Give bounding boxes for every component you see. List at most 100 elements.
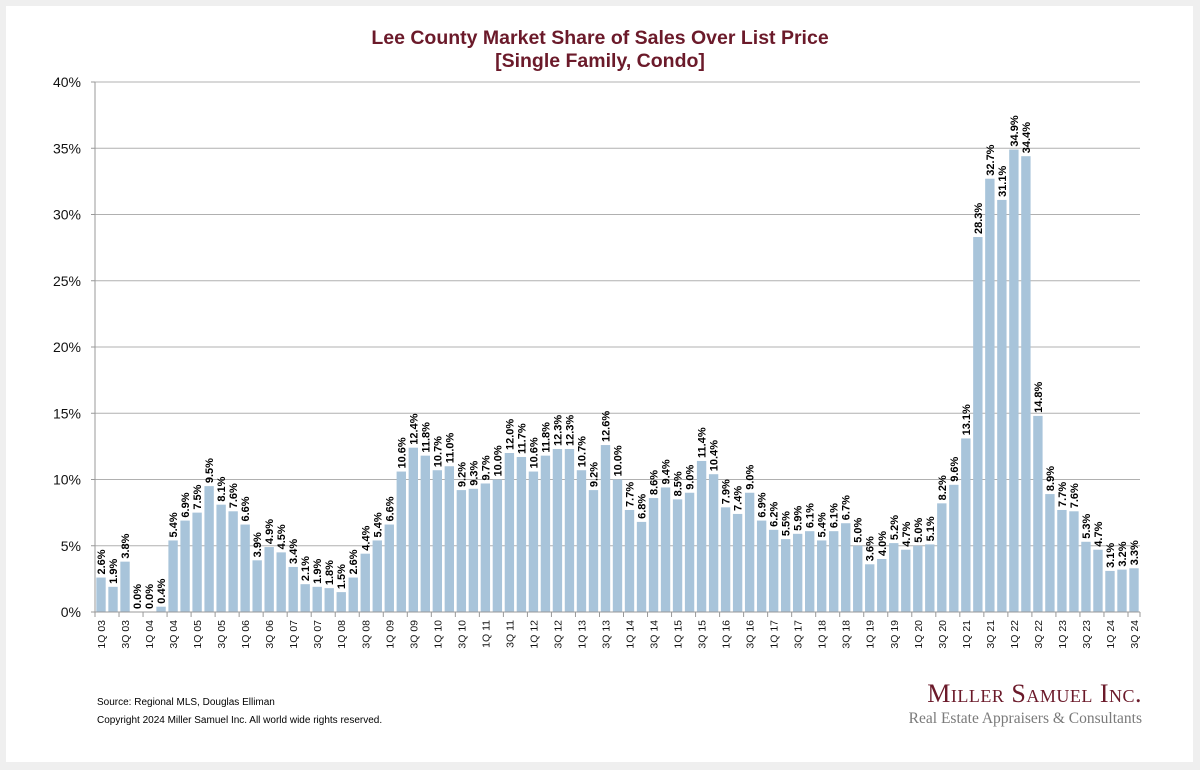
data-label: 12.0% — [504, 419, 516, 450]
x-tick-label: 3Q 07 — [312, 620, 324, 649]
bar — [901, 549, 911, 612]
y-tick-label: 0% — [61, 604, 81, 620]
y-tick-label: 15% — [53, 405, 81, 421]
data-label: 7.9% — [721, 479, 733, 504]
bar — [1093, 549, 1103, 612]
x-tick-label: 3Q 13 — [600, 620, 612, 649]
x-tick-label: 3Q 17 — [793, 620, 805, 649]
data-label: 4.7% — [1093, 521, 1105, 546]
x-tick-label: 1Q 13 — [576, 620, 588, 649]
x-tick-label: 1Q 07 — [288, 620, 300, 649]
bar — [156, 606, 166, 612]
gridlines — [95, 81, 1140, 547]
bar — [913, 545, 923, 612]
y-tick-label: 30% — [53, 207, 81, 223]
data-label: 9.2% — [588, 462, 600, 487]
bar — [408, 447, 418, 612]
data-label: 1.5% — [336, 564, 348, 589]
bars — [96, 149, 1139, 613]
x-tick-label: 3Q 23 — [1081, 620, 1093, 649]
x-tick-label: 3Q 14 — [649, 620, 661, 649]
data-label: 10.6% — [396, 437, 408, 468]
bar — [1129, 568, 1139, 612]
bar — [288, 566, 298, 612]
data-label: 3.2% — [1117, 541, 1129, 566]
x-tick-label: 1Q 04 — [144, 620, 156, 649]
x-tick-label: 3Q 09 — [408, 620, 420, 649]
x-tick-label: 1Q 05 — [192, 620, 204, 649]
bar — [1057, 509, 1067, 612]
bar — [252, 560, 262, 612]
bar — [120, 561, 130, 612]
data-label: 34.4% — [1021, 122, 1033, 153]
data-label: 3.9% — [252, 532, 264, 557]
data-label: 9.2% — [456, 462, 468, 487]
data-label: 10.7% — [432, 436, 444, 467]
bar — [432, 470, 443, 612]
bar — [660, 487, 671, 612]
bar — [444, 466, 455, 612]
y-tick-label: 10% — [53, 472, 81, 488]
bar — [612, 479, 623, 612]
x-tick-label: 3Q 21 — [985, 620, 997, 649]
bar — [360, 553, 370, 612]
bar — [756, 520, 767, 612]
data-label: 3.1% — [1105, 543, 1117, 568]
data-label: 2.6% — [96, 549, 108, 574]
data-label: 8.2% — [937, 475, 949, 500]
data-label: 5.9% — [793, 506, 805, 531]
bar — [540, 455, 551, 612]
data-label: 0.0% — [144, 584, 156, 609]
bar — [240, 524, 250, 612]
data-label: 8.1% — [216, 476, 228, 501]
chart-title-block: Lee County Market Share of Sales Over Li… — [0, 27, 1200, 73]
data-label: 6.9% — [757, 492, 769, 517]
data-label: 12.4% — [408, 413, 420, 444]
bar — [468, 488, 479, 612]
bar — [889, 543, 899, 612]
data-label: 1.8% — [324, 560, 336, 585]
data-label: 0.0% — [132, 584, 144, 609]
bar — [973, 237, 983, 612]
bar — [180, 520, 190, 612]
data-label: 4.5% — [276, 524, 288, 549]
x-tick-label: 1Q 22 — [1009, 620, 1021, 649]
data-label: 9.5% — [204, 458, 216, 483]
data-label: 8.9% — [1045, 466, 1057, 491]
bar — [732, 513, 743, 612]
bar — [684, 492, 695, 612]
x-tick-label: 3Q 24 — [1129, 620, 1141, 649]
bar — [264, 547, 274, 612]
data-label: 11.0% — [444, 432, 456, 463]
x-tick-label: 3Q 15 — [697, 620, 709, 649]
x-tick-label: 1Q 15 — [673, 620, 685, 649]
x-axis: 1Q 03 3Q 03 1Q 04 3Q 04 1Q 05 3Q 05 1Q 06 3Q 06… — [94, 82, 1141, 649]
data-label: 13.1% — [961, 404, 973, 435]
y-tick-label: 20% — [53, 339, 81, 355]
data-label: 4.4% — [360, 525, 372, 550]
x-tick-label: 1Q 12 — [528, 620, 540, 649]
data-label: 12.6% — [600, 411, 612, 442]
bar — [456, 490, 467, 612]
bar — [384, 524, 394, 612]
data-label: 7.7% — [1057, 482, 1069, 507]
y-tick-label: 5% — [61, 538, 81, 554]
x-tick-label: 3Q 22 — [1033, 620, 1045, 649]
x-tick-label: 1Q 19 — [865, 620, 877, 649]
bar — [768, 529, 779, 612]
bar — [336, 592, 346, 612]
data-label: 9.6% — [949, 457, 961, 482]
x-tick-label: 1Q 16 — [721, 620, 733, 649]
y-tick-label: 35% — [53, 140, 81, 156]
data-label: 32.7% — [985, 144, 997, 175]
bar — [588, 490, 599, 612]
data-label: 9.3% — [468, 460, 480, 485]
bar — [853, 545, 863, 612]
data-label: 10.6% — [528, 437, 540, 468]
x-tick-label: 1Q 18 — [817, 620, 829, 649]
bar — [552, 449, 563, 612]
data-label: 28.3% — [973, 203, 985, 234]
data-label: 7.5% — [192, 484, 204, 509]
bar — [865, 564, 875, 612]
x-tick-label: 1Q 11 — [480, 620, 492, 648]
